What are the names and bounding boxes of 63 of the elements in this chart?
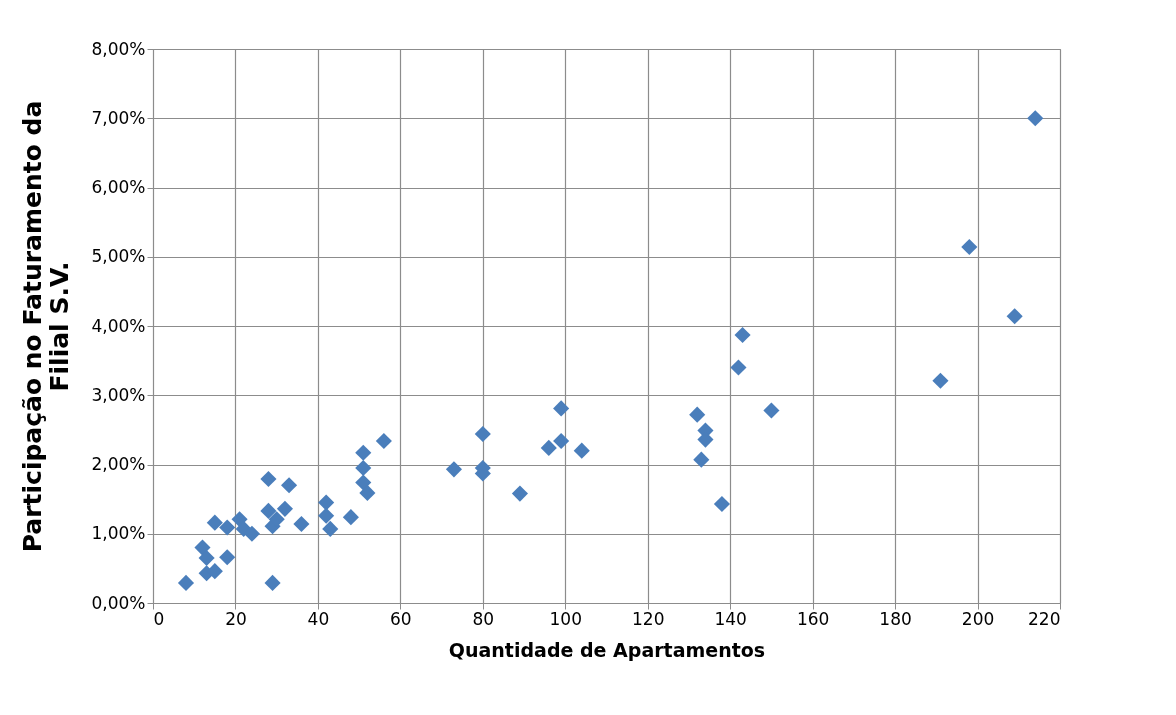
point bbox=[359, 484, 376, 501]
point bbox=[763, 402, 780, 419]
point bbox=[219, 519, 236, 536]
y-tick-label: 2,00% bbox=[91, 454, 146, 474]
x-tick-label: 0 bbox=[153, 608, 165, 629]
point bbox=[734, 326, 751, 344]
y-tick-label: 8,00% bbox=[91, 38, 146, 59]
point bbox=[1027, 110, 1044, 127]
point bbox=[260, 502, 277, 519]
point bbox=[198, 549, 215, 567]
point bbox=[322, 520, 339, 537]
point bbox=[194, 539, 211, 556]
point bbox=[177, 574, 195, 591]
y-tick-label: 5,00% bbox=[91, 246, 146, 267]
x-axis-title: Quantidade de Apartamentos bbox=[448, 638, 766, 661]
point bbox=[342, 509, 359, 526]
y-tick-label: 7,00% bbox=[91, 107, 146, 128]
x-tick-label: 60 bbox=[390, 608, 412, 629]
y-tick-label: 3,00% bbox=[91, 384, 146, 405]
point bbox=[573, 442, 590, 459]
point bbox=[1006, 308, 1023, 325]
point bbox=[445, 461, 463, 478]
point bbox=[219, 549, 236, 566]
y-tick-label: 6,00% bbox=[91, 177, 146, 197]
point bbox=[355, 444, 372, 461]
point bbox=[318, 494, 335, 511]
point bbox=[206, 514, 223, 531]
x-tick-label: 200 bbox=[961, 608, 995, 629]
point bbox=[355, 459, 372, 477]
x-tick-label: 80 bbox=[472, 608, 495, 629]
point bbox=[375, 432, 392, 450]
point bbox=[511, 485, 528, 502]
point bbox=[540, 439, 557, 456]
point bbox=[293, 515, 310, 533]
point bbox=[243, 525, 261, 542]
point bbox=[553, 400, 570, 417]
x-tick-label: 220 bbox=[1028, 608, 1061, 629]
point bbox=[276, 500, 293, 517]
y-tick-label: 1,00% bbox=[91, 523, 146, 544]
point bbox=[318, 507, 335, 524]
point bbox=[689, 406, 706, 423]
point bbox=[231, 511, 248, 528]
point bbox=[553, 432, 570, 450]
point bbox=[260, 470, 277, 488]
y-tick-label: 0,00% bbox=[91, 592, 146, 613]
y-axis-title: Participação no Faturamento da Filial S.V. bbox=[18, 100, 75, 553]
point bbox=[280, 477, 298, 494]
point bbox=[355, 474, 372, 491]
point bbox=[961, 238, 978, 256]
x-tick-label: 20 bbox=[225, 608, 247, 629]
x-tick-label: 140 bbox=[714, 608, 747, 629]
x-tick-label: 100 bbox=[549, 608, 582, 629]
y-tick-label: 4,00% bbox=[91, 315, 146, 336]
point bbox=[693, 451, 710, 468]
x-tick-label: 120 bbox=[632, 608, 665, 629]
point bbox=[713, 495, 730, 513]
point bbox=[730, 359, 747, 376]
point bbox=[474, 425, 491, 443]
x-tick-label: 160 bbox=[796, 608, 830, 629]
point bbox=[264, 574, 281, 591]
point bbox=[932, 372, 949, 389]
x-tick-label: 40 bbox=[307, 608, 330, 629]
x-tick-label: 180 bbox=[879, 608, 912, 629]
